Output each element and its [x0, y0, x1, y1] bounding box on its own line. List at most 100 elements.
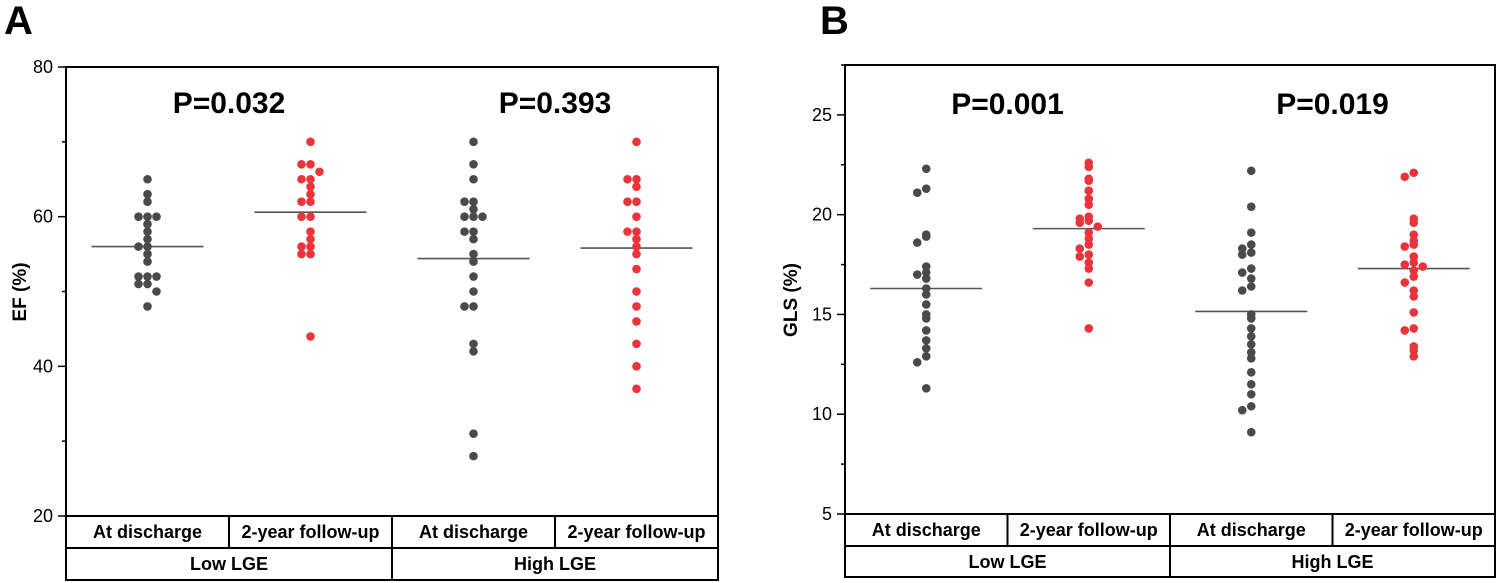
data-point: [143, 302, 152, 311]
data-point: [1409, 252, 1419, 261]
category-label: 2-year follow-up: [1345, 520, 1483, 540]
data-point: [469, 429, 478, 438]
data-point: [632, 362, 641, 371]
data-point: [469, 174, 478, 184]
data-point: [143, 279, 152, 289]
category-label: 2-year follow-up: [567, 522, 705, 542]
data-point: [1237, 244, 1247, 253]
data-point: [632, 242, 641, 251]
data-point: [632, 302, 641, 311]
p-values: P=0.001 P=0.019: [951, 88, 1389, 121]
data-point: [1075, 244, 1085, 253]
data-point: [1093, 222, 1103, 231]
data-point: [315, 167, 324, 177]
data-point: [1246, 314, 1256, 323]
data-point: [152, 212, 161, 221]
panel-b: B 5 10 15 20 25 GLS (%) At discharge 2-year f…: [781, 0, 1496, 578]
data-point: [143, 197, 152, 206]
data-point: [306, 197, 315, 206]
data-point: [1409, 292, 1419, 301]
data-point: [1246, 166, 1256, 176]
data-point: [1409, 266, 1419, 275]
data-point: [1084, 264, 1094, 273]
p-values: P=0.032 P=0.393: [173, 87, 612, 120]
data-point: [143, 189, 152, 199]
data-point: [1409, 308, 1419, 317]
data-point: [623, 197, 632, 206]
data-point: [921, 383, 931, 393]
y-tick-label: 20: [812, 205, 832, 225]
data-point: [152, 272, 161, 281]
group-row: Low LGE High LGE: [844, 545, 1496, 578]
data-point: [912, 238, 922, 247]
data-point: [469, 159, 478, 169]
y-tick-label: 20: [33, 506, 53, 526]
data-point: [1409, 286, 1419, 295]
data-point: [143, 257, 152, 266]
data-point: [1409, 346, 1419, 355]
data-point: [306, 159, 315, 169]
data-point: [469, 204, 478, 214]
data-point: [1084, 240, 1094, 249]
data-point: [632, 384, 641, 394]
category-label: At discharge: [872, 520, 981, 540]
data-point: [134, 242, 143, 251]
p-value: P=0.032: [173, 87, 286, 120]
data-point: [1084, 194, 1094, 204]
y-tick-label: 10: [812, 404, 832, 424]
data-point: [1237, 250, 1247, 259]
y-tick-label: 25: [812, 105, 832, 125]
category-row: At discharge 2-year follow-up At discharge…: [65, 515, 719, 549]
data-point: [632, 234, 641, 244]
data-point: [143, 212, 152, 221]
data-point: [1400, 278, 1410, 287]
data-point: [469, 137, 478, 147]
data-point: [921, 344, 931, 353]
data-point: [1246, 228, 1256, 237]
data-point: [469, 339, 478, 349]
data-point: [632, 212, 641, 221]
data-point: [152, 287, 161, 296]
data-point: [1084, 162, 1094, 172]
data-point: [921, 184, 931, 194]
data-point: [469, 272, 478, 281]
data-point: [134, 279, 143, 289]
y-tick-label: 60: [33, 207, 53, 227]
category-label: At discharge: [419, 522, 528, 542]
data-point: [1409, 258, 1419, 267]
data-point: [1246, 282, 1256, 291]
data-point: [1409, 168, 1419, 178]
data-point: [1246, 324, 1256, 333]
data-point: [921, 326, 931, 335]
data-point: [921, 262, 931, 271]
data-point: [623, 227, 632, 236]
plot-frame: [65, 66, 719, 517]
data-point: [1246, 332, 1256, 341]
y-axis-label: EF (%): [10, 262, 31, 321]
data-point: [469, 302, 478, 311]
y-axis-ticks: 5 10 15 20 25: [812, 64, 845, 524]
data-point: [469, 212, 478, 221]
data-point: [632, 137, 641, 147]
y-axis-ticks: 20 40 60 80: [33, 57, 66, 526]
data-point: [1246, 354, 1256, 363]
data-point: [143, 219, 152, 229]
data-point: [1237, 286, 1247, 295]
data-point: [921, 300, 931, 309]
data-point: [134, 272, 143, 281]
p-value: P=0.393: [499, 87, 612, 120]
data-point: [306, 189, 315, 199]
data-point: [912, 188, 922, 198]
data-point: [469, 234, 478, 244]
data-point: [306, 332, 315, 341]
y-tick-label: 80: [33, 57, 53, 77]
data-point: [1246, 348, 1256, 357]
group-label: Low LGE: [969, 552, 1047, 572]
data-point: [1237, 405, 1247, 415]
data-point: [632, 227, 641, 236]
data-point: [460, 212, 469, 221]
data-point: [1409, 352, 1419, 361]
data-point: [306, 137, 315, 147]
data-point: [1246, 264, 1256, 273]
y-tick-label: 15: [812, 304, 832, 324]
